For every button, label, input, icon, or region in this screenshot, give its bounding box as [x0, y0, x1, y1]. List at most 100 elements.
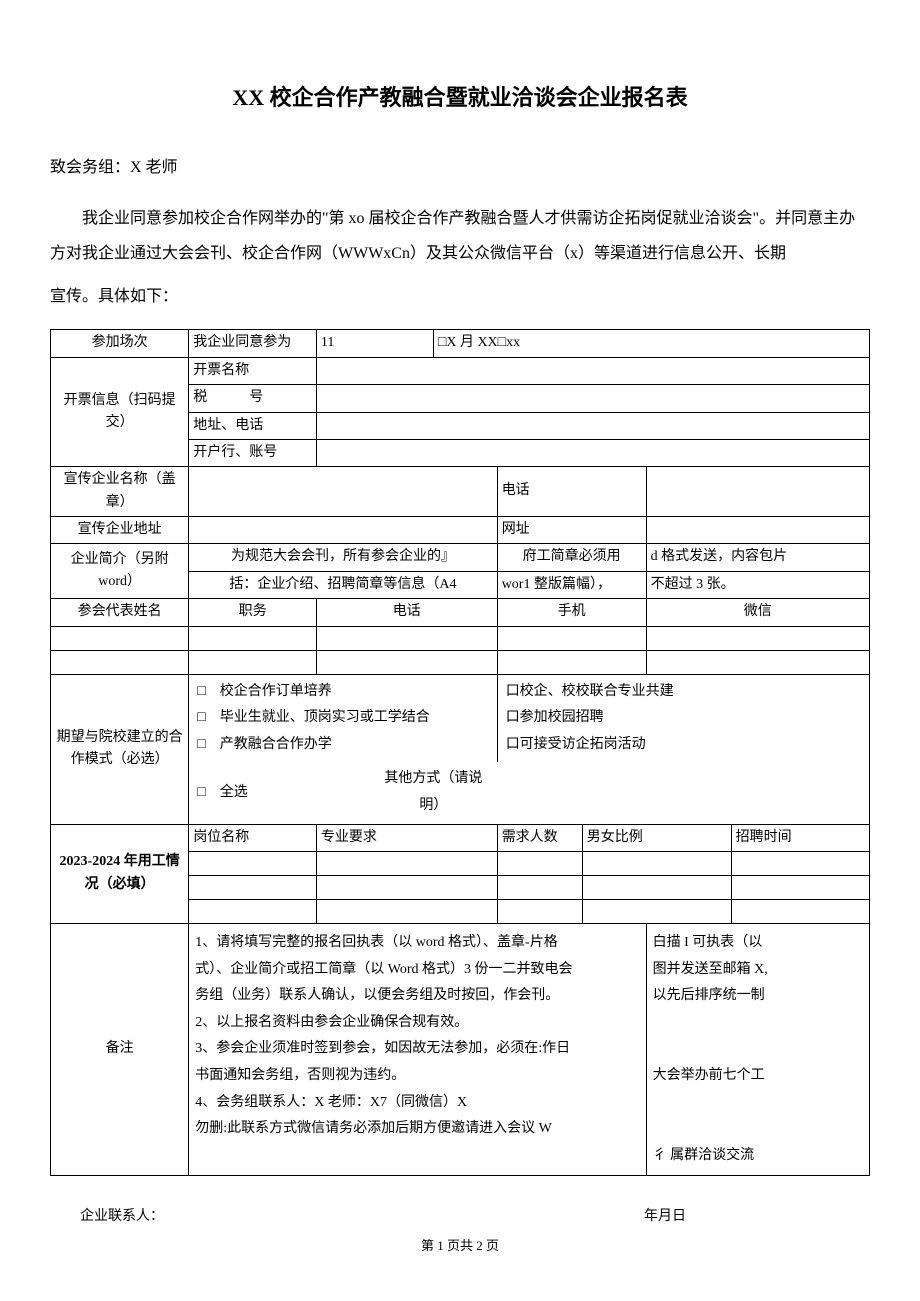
remark-right-text: 白描 I 可执表（以 图并发送至邮箱 X, 以先后排序统一制 大会举办前七个工 … [646, 924, 869, 1176]
job-count-input[interactable] [497, 852, 582, 876]
job-time-header: 招聘时间 [731, 824, 869, 851]
rep-wechat-input[interactable] [646, 626, 869, 650]
footer-contact: 企业联系人： [50, 1200, 460, 1230]
profile-text-1b: 括：企业介绍、招聘简章等信息（A4 [189, 571, 497, 598]
company-addr-label: 宣传企业地址 [51, 517, 189, 544]
job-name-header: 岗位名称 [189, 824, 317, 851]
job-name-input-3[interactable] [189, 900, 317, 924]
table-row: 参加场次 我企业同意参为 11 □X 月 XX□xx [51, 330, 870, 357]
job-major-input[interactable] [316, 852, 497, 876]
company-name-input[interactable] [189, 467, 497, 517]
url-input[interactable] [646, 517, 869, 544]
phone-input[interactable] [646, 467, 869, 517]
profile-text-3b: 不超过 3 张。 [646, 571, 869, 598]
coop-opt-3[interactable]: □ 产教融合合作办学 [197, 732, 488, 759]
job-ratio-input[interactable] [582, 852, 731, 876]
coop-all-option[interactable]: □ 全选 [189, 762, 370, 824]
company-name-label: 宣传企业名称（盖章） [51, 467, 189, 517]
table-row: 宣传企业名称（盖章） 电话 [51, 467, 870, 517]
coop-opt-2[interactable]: □ 毕业生就业、顶岗实习或工学结合 [197, 705, 488, 732]
coop-other-label: 其他方式（请说明） [370, 762, 498, 824]
profile-text-2b: wor1 整版篇幅）， [497, 571, 646, 598]
invoice-addr-input[interactable] [316, 412, 869, 439]
table-row: 备注 1、请将填写完整的报名回执表（以 word 格式）、盖章-片格 式）、企业… [51, 924, 870, 1176]
job-major-input-2[interactable] [316, 876, 497, 900]
invoice-name-label: 开票名称 [189, 357, 317, 384]
rep-pos-input[interactable] [189, 626, 317, 650]
job-ratio-input-3[interactable] [582, 900, 731, 924]
session-cell-3[interactable]: □X 月 XX□xx [433, 330, 869, 357]
employ-label: 2023-2024 年用工情况（必填） [51, 824, 189, 923]
rep-wechat-input-2[interactable] [646, 650, 869, 674]
job-name-input[interactable] [189, 852, 317, 876]
rep-tel-input-2[interactable] [316, 650, 497, 674]
rep-mobile-header: 手机 [497, 599, 646, 626]
profile-text-2a: 府工简章必须用 [497, 544, 646, 571]
rep-name-input-2[interactable] [51, 650, 189, 674]
rep-tel-header: 电话 [316, 599, 497, 626]
greeting-line: 致会务组：X 老师 [50, 155, 870, 181]
table-row: 开票信息（扫码提交） 开票名称 [51, 357, 870, 384]
coop-opt-r3[interactable]: 口可接受访企拓岗活动 [506, 732, 861, 759]
session-cell-1[interactable]: 我企业同意参为 [189, 330, 317, 357]
job-count-input-3[interactable] [497, 900, 582, 924]
coop-label: 期望与院校建立的合作模式（必选） [51, 674, 189, 824]
rep-name-input[interactable] [51, 626, 189, 650]
profile-text-1a: 为规范大会会刊，所有参会企业的』 [189, 544, 497, 571]
coop-left-options[interactable]: □ 校企合作订单培养 □ 毕业生就业、顶岗实习或工学结合 □ 产教融合合作办学 [189, 674, 497, 762]
invoice-tax-input[interactable] [316, 385, 869, 412]
job-time-input-2[interactable] [731, 876, 869, 900]
profile-label: 企业简介（另附word） [51, 544, 189, 599]
rep-pos-input-2[interactable] [189, 650, 317, 674]
profile-text-3a: d 格式发送，内容包片 [646, 544, 869, 571]
url-label: 网址 [497, 517, 646, 544]
company-addr-input[interactable] [189, 517, 497, 544]
table-row: 参会代表姓名 职务 电话 手机 微信 [51, 599, 870, 626]
invoice-label: 开票信息（扫码提交） [51, 357, 189, 467]
rep-mobile-input-2[interactable] [497, 650, 646, 674]
table-row: 期望与院校建立的合作模式（必选） □ 校企合作订单培养 □ 毕业生就业、顶岗实习… [51, 674, 870, 762]
invoice-bank-label: 开户行、账号 [189, 439, 317, 466]
page-number: 第 1 页共 2 页 [50, 1236, 870, 1257]
job-major-input-3[interactable] [316, 900, 497, 924]
rep-tel-input[interactable] [316, 626, 497, 650]
job-time-input[interactable] [731, 852, 869, 876]
phone-label: 电话 [497, 467, 646, 517]
registration-form-table: 参加场次 我企业同意参为 11 □X 月 XX□xx 开票信息（扫码提交） 开票… [50, 329, 870, 1200]
job-name-input-2[interactable] [189, 876, 317, 900]
job-time-input-3[interactable] [731, 900, 869, 924]
remark-left-text: 1、请将填写完整的报名回执表（以 word 格式）、盖章-片格 式）、企业简介或… [189, 924, 646, 1176]
table-row: 宣传企业地址 网址 [51, 517, 870, 544]
table-row: 企业简介（另附word） 为规范大会会刊，所有参会企业的』 府工简章必须用 d … [51, 544, 870, 571]
coop-opt-r1[interactable]: 口校企、校校联合专业共建 [506, 679, 861, 706]
intro-paragraph-2: 宣传。具体如下： [50, 279, 870, 314]
rep-name-header: 参会代表姓名 [51, 599, 189, 626]
rep-wechat-header: 微信 [646, 599, 869, 626]
page-title: XX 校企合作产教融合暨就业洽谈会企业报名表 [50, 80, 870, 115]
rep-mobile-input[interactable] [497, 626, 646, 650]
job-count-input-2[interactable] [497, 876, 582, 900]
footer-table: 企业联系人： 年月日 [50, 1200, 870, 1230]
session-label: 参加场次 [51, 330, 189, 357]
job-ratio-input-2[interactable] [582, 876, 731, 900]
table-row [51, 626, 870, 650]
table-row [51, 650, 870, 674]
intro-paragraph-1: 我企业同意参加校企合作网举办的"第 xo 届校企合作产教融合暨人才供需访企拓岗促… [50, 201, 870, 271]
invoice-name-input[interactable] [316, 357, 869, 384]
coop-opt-r2[interactable]: 口参加校园招聘 [506, 705, 861, 732]
coop-other-input[interactable] [497, 762, 869, 824]
rep-pos-header: 职务 [189, 599, 317, 626]
session-cell-2[interactable]: 11 [316, 330, 433, 357]
invoice-tax-label: 税 号 [189, 385, 317, 412]
table-row: 2023-2024 年用工情况（必填） 岗位名称 专业要求 需求人数 男女比例 … [51, 824, 870, 851]
job-count-header: 需求人数 [497, 824, 582, 851]
job-ratio-header: 男女比例 [582, 824, 731, 851]
job-major-header: 专业要求 [316, 824, 497, 851]
coop-right-options[interactable]: 口校企、校校联合专业共建 口参加校园招聘 口可接受访企拓岗活动 [497, 674, 869, 762]
invoice-bank-input[interactable] [316, 439, 869, 466]
footer-date: 年月日 [460, 1200, 870, 1230]
invoice-addr-label: 地址、电话 [189, 412, 317, 439]
coop-opt-1[interactable]: □ 校企合作订单培养 [197, 679, 488, 706]
table-row: 企业联系人： 年月日 [50, 1200, 870, 1230]
remark-label: 备注 [51, 924, 189, 1176]
